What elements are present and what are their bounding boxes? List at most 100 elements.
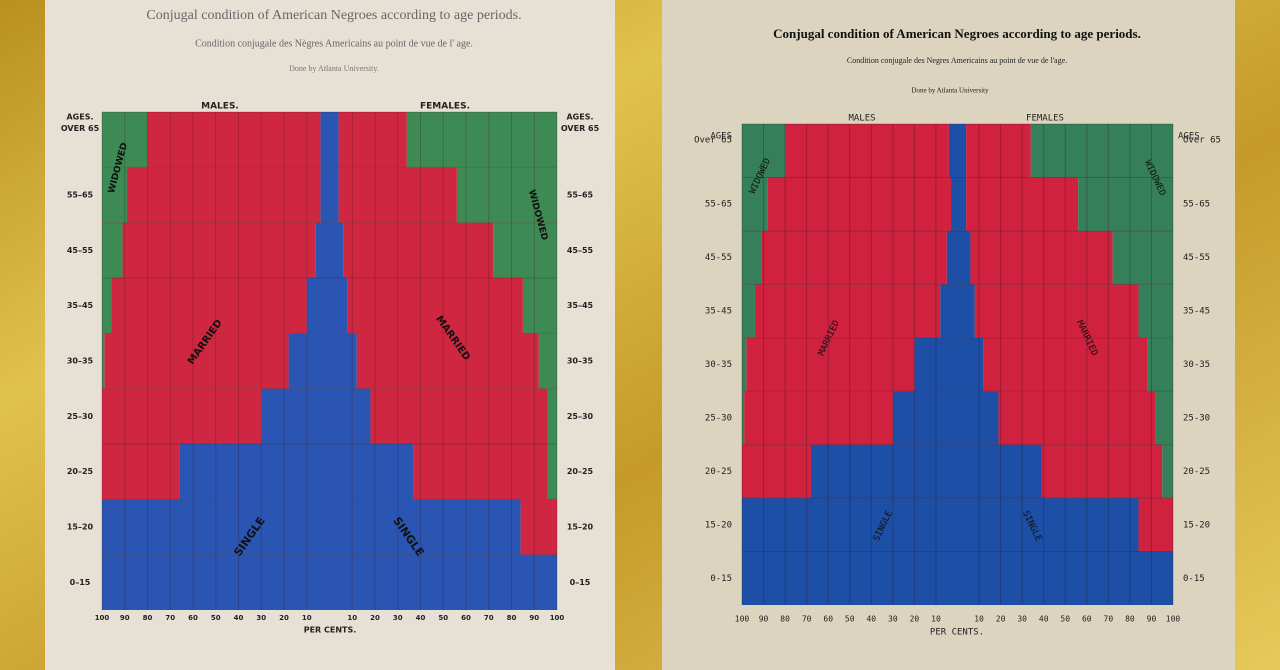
bar-segment	[957, 284, 975, 338]
x-tick-label: 100	[1166, 615, 1181, 624]
bar-segment	[957, 230, 971, 285]
bar-segment	[122, 222, 316, 278]
x-tick-label: 10	[931, 615, 941, 624]
x-tick-label: 90	[1147, 615, 1157, 624]
age-label: 25-30	[1183, 413, 1210, 423]
bar-segment	[329, 278, 348, 334]
x-tick-label: 80	[507, 614, 517, 622]
x-tick-label: 60	[188, 614, 198, 622]
bar-segment	[742, 230, 762, 285]
age-label: 55-65	[705, 200, 732, 210]
age-label: 0-15	[1183, 574, 1205, 584]
bar-segment	[742, 124, 786, 178]
x-tick-label: 100	[735, 615, 750, 624]
bar-segment	[320, 167, 330, 223]
bar-segment	[329, 167, 339, 223]
bar-segment	[306, 278, 330, 334]
x-axis-label: PER CENTS.	[304, 626, 357, 635]
x-axis-label: PER CENTS.	[930, 628, 984, 638]
bar-segment	[957, 444, 1042, 499]
bar-segment	[413, 444, 548, 500]
age-label: 25–30	[567, 412, 594, 421]
x-tick-label: 60	[823, 615, 833, 624]
bar-segment	[948, 124, 958, 178]
age-label: 15–20	[67, 523, 94, 532]
age-label: 0–15	[570, 578, 591, 587]
bar-segment	[102, 222, 123, 278]
x-tick-label: 20	[996, 615, 1006, 624]
bar-segment	[522, 278, 557, 334]
bar-segment	[329, 554, 557, 610]
bar-segment	[946, 230, 958, 285]
age-label: 30–35	[67, 357, 94, 366]
x-tick-label: 20	[279, 614, 289, 622]
age-label: 35–45	[567, 301, 594, 310]
chart-credit: Done by Atlanta University.	[289, 64, 379, 73]
bar-segment	[104, 333, 289, 389]
bar-segment	[329, 222, 344, 278]
x-tick-label: 10	[974, 615, 984, 624]
age-label: 45–55	[67, 246, 94, 255]
age-label: 15-20	[1183, 520, 1210, 530]
bar-segment	[951, 177, 958, 231]
x-tick-label: 50	[845, 615, 855, 624]
x-tick-label: 20	[370, 614, 380, 622]
bar-segment	[261, 388, 330, 444]
age-label: 35-45	[1183, 307, 1210, 317]
bar-segment	[1112, 230, 1173, 285]
x-tick-label: 80	[1125, 615, 1135, 624]
bar-segment	[914, 337, 958, 392]
chart-title: Conjugal condition of American Negroes a…	[146, 8, 521, 23]
age-label: 45-55	[705, 253, 732, 263]
bar-segment	[320, 112, 330, 168]
bar-segment	[957, 498, 1139, 552]
bar-segment	[370, 388, 548, 444]
bar-segment	[742, 177, 768, 231]
bar-segment	[102, 167, 128, 223]
x-tick-label: 90	[529, 614, 539, 622]
age-label: OVER 65	[561, 124, 600, 133]
x-tick-label: 100	[550, 614, 565, 622]
age-label: Over 65	[694, 136, 732, 146]
age-label: 45–55	[567, 246, 594, 255]
bar-segment	[329, 333, 357, 389]
bar-segment	[785, 124, 949, 178]
x-tick-label: 80	[780, 615, 790, 624]
overlay	[101, 111, 1174, 610]
x-tick-label: 40	[234, 614, 244, 622]
bar-segment	[102, 112, 148, 168]
bar-segment	[761, 230, 947, 285]
ages-label: AGES	[1178, 132, 1200, 142]
bar-segment	[456, 167, 557, 223]
bar-segment	[538, 333, 557, 389]
bar-segment	[147, 112, 321, 168]
age-label: 20-25	[705, 467, 732, 477]
age-label: 20–25	[67, 467, 94, 476]
x-tick-label: 50	[438, 614, 448, 622]
bar-segment	[744, 391, 893, 445]
ages-label: AGES.	[66, 113, 93, 122]
bar-segment	[102, 499, 330, 555]
x-tick-label: 40	[866, 615, 876, 624]
bars	[102, 112, 1173, 610]
age-label: 55–65	[567, 191, 594, 200]
bar-segment	[102, 333, 105, 389]
bar-segment	[547, 444, 557, 500]
x-tick-label: 40	[416, 614, 426, 622]
bar-segment	[1162, 444, 1173, 499]
bar-segment	[974, 284, 1139, 338]
age-label: 30-35	[1183, 360, 1210, 370]
x-tick-label: 20	[910, 615, 920, 624]
bar-segment	[102, 388, 262, 444]
age-label: 20-25	[1183, 467, 1210, 477]
bar-segment	[970, 230, 1113, 285]
bar-segment	[966, 177, 1079, 231]
bar-segment	[742, 498, 958, 552]
bar-segment	[329, 444, 414, 500]
bar-segment	[347, 278, 523, 334]
x-tick-label: 70	[165, 614, 175, 622]
ages-label: AGES.	[566, 113, 593, 122]
age-label: 55–65	[67, 191, 94, 200]
age-label: 25–30	[67, 412, 94, 421]
